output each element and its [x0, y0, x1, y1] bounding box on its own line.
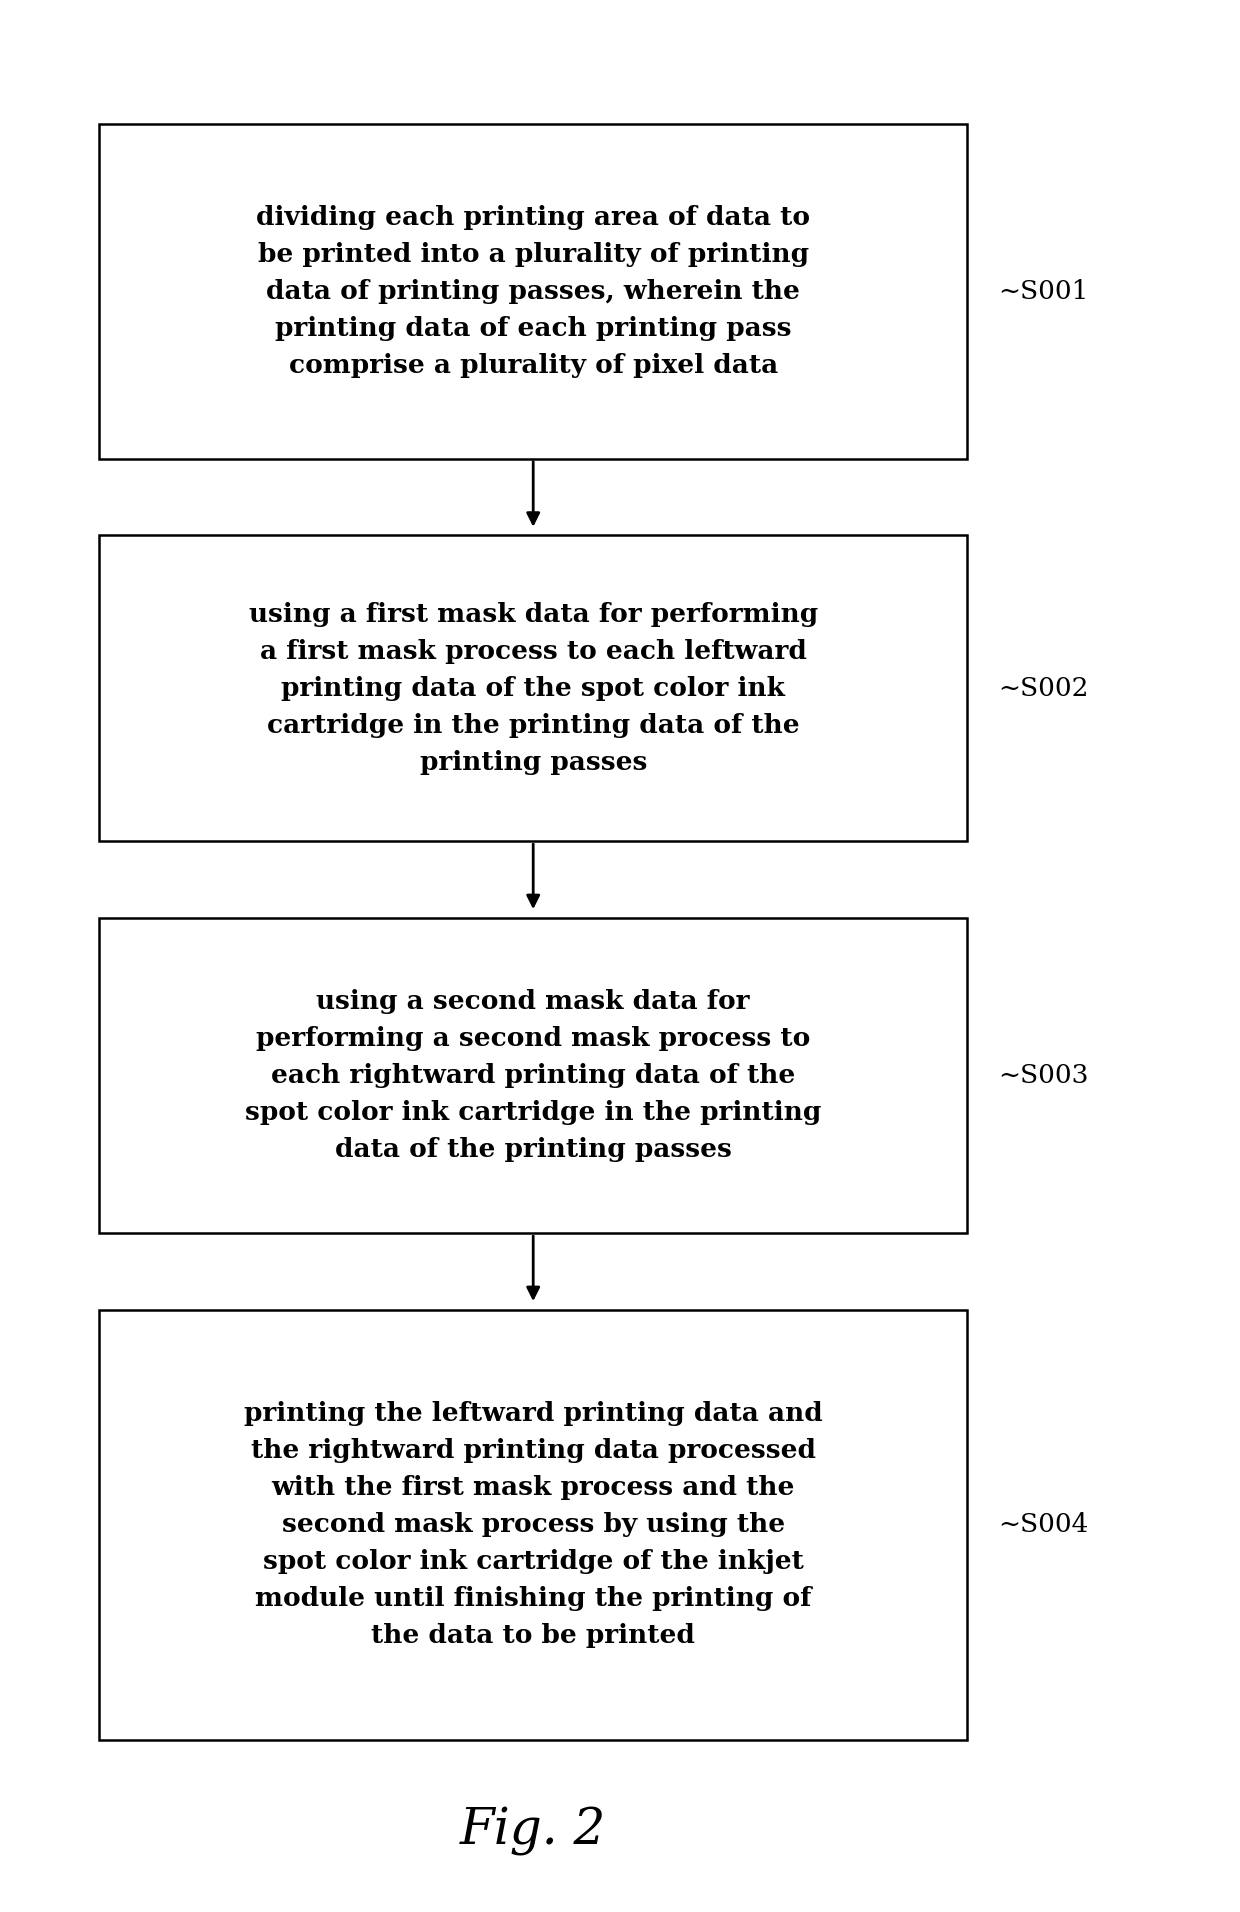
Text: printing the leftward printing data and
the rightward printing data processed
wi: printing the leftward printing data and … [244, 1401, 822, 1648]
Text: ~S002: ~S002 [998, 675, 1089, 702]
Text: dividing each printing area of data to
be printed into a plurality of printing
d: dividing each printing area of data to b… [257, 205, 810, 379]
Text: using a first mask data for performing
a first mask process to each leftward
pri: using a first mask data for performing a… [248, 602, 818, 774]
Text: Fig. 2: Fig. 2 [460, 1807, 606, 1857]
Text: ~S001: ~S001 [998, 279, 1089, 304]
Bar [99, 1310, 967, 1740]
Text: ~S004: ~S004 [998, 1512, 1089, 1537]
Bar [99, 918, 967, 1233]
Text: using a second mask data for
performing a second mask process to
each rightward : using a second mask data for performing … [246, 989, 821, 1162]
Text: ~S003: ~S003 [998, 1063, 1089, 1088]
Bar [99, 535, 967, 841]
Bar [99, 124, 967, 459]
